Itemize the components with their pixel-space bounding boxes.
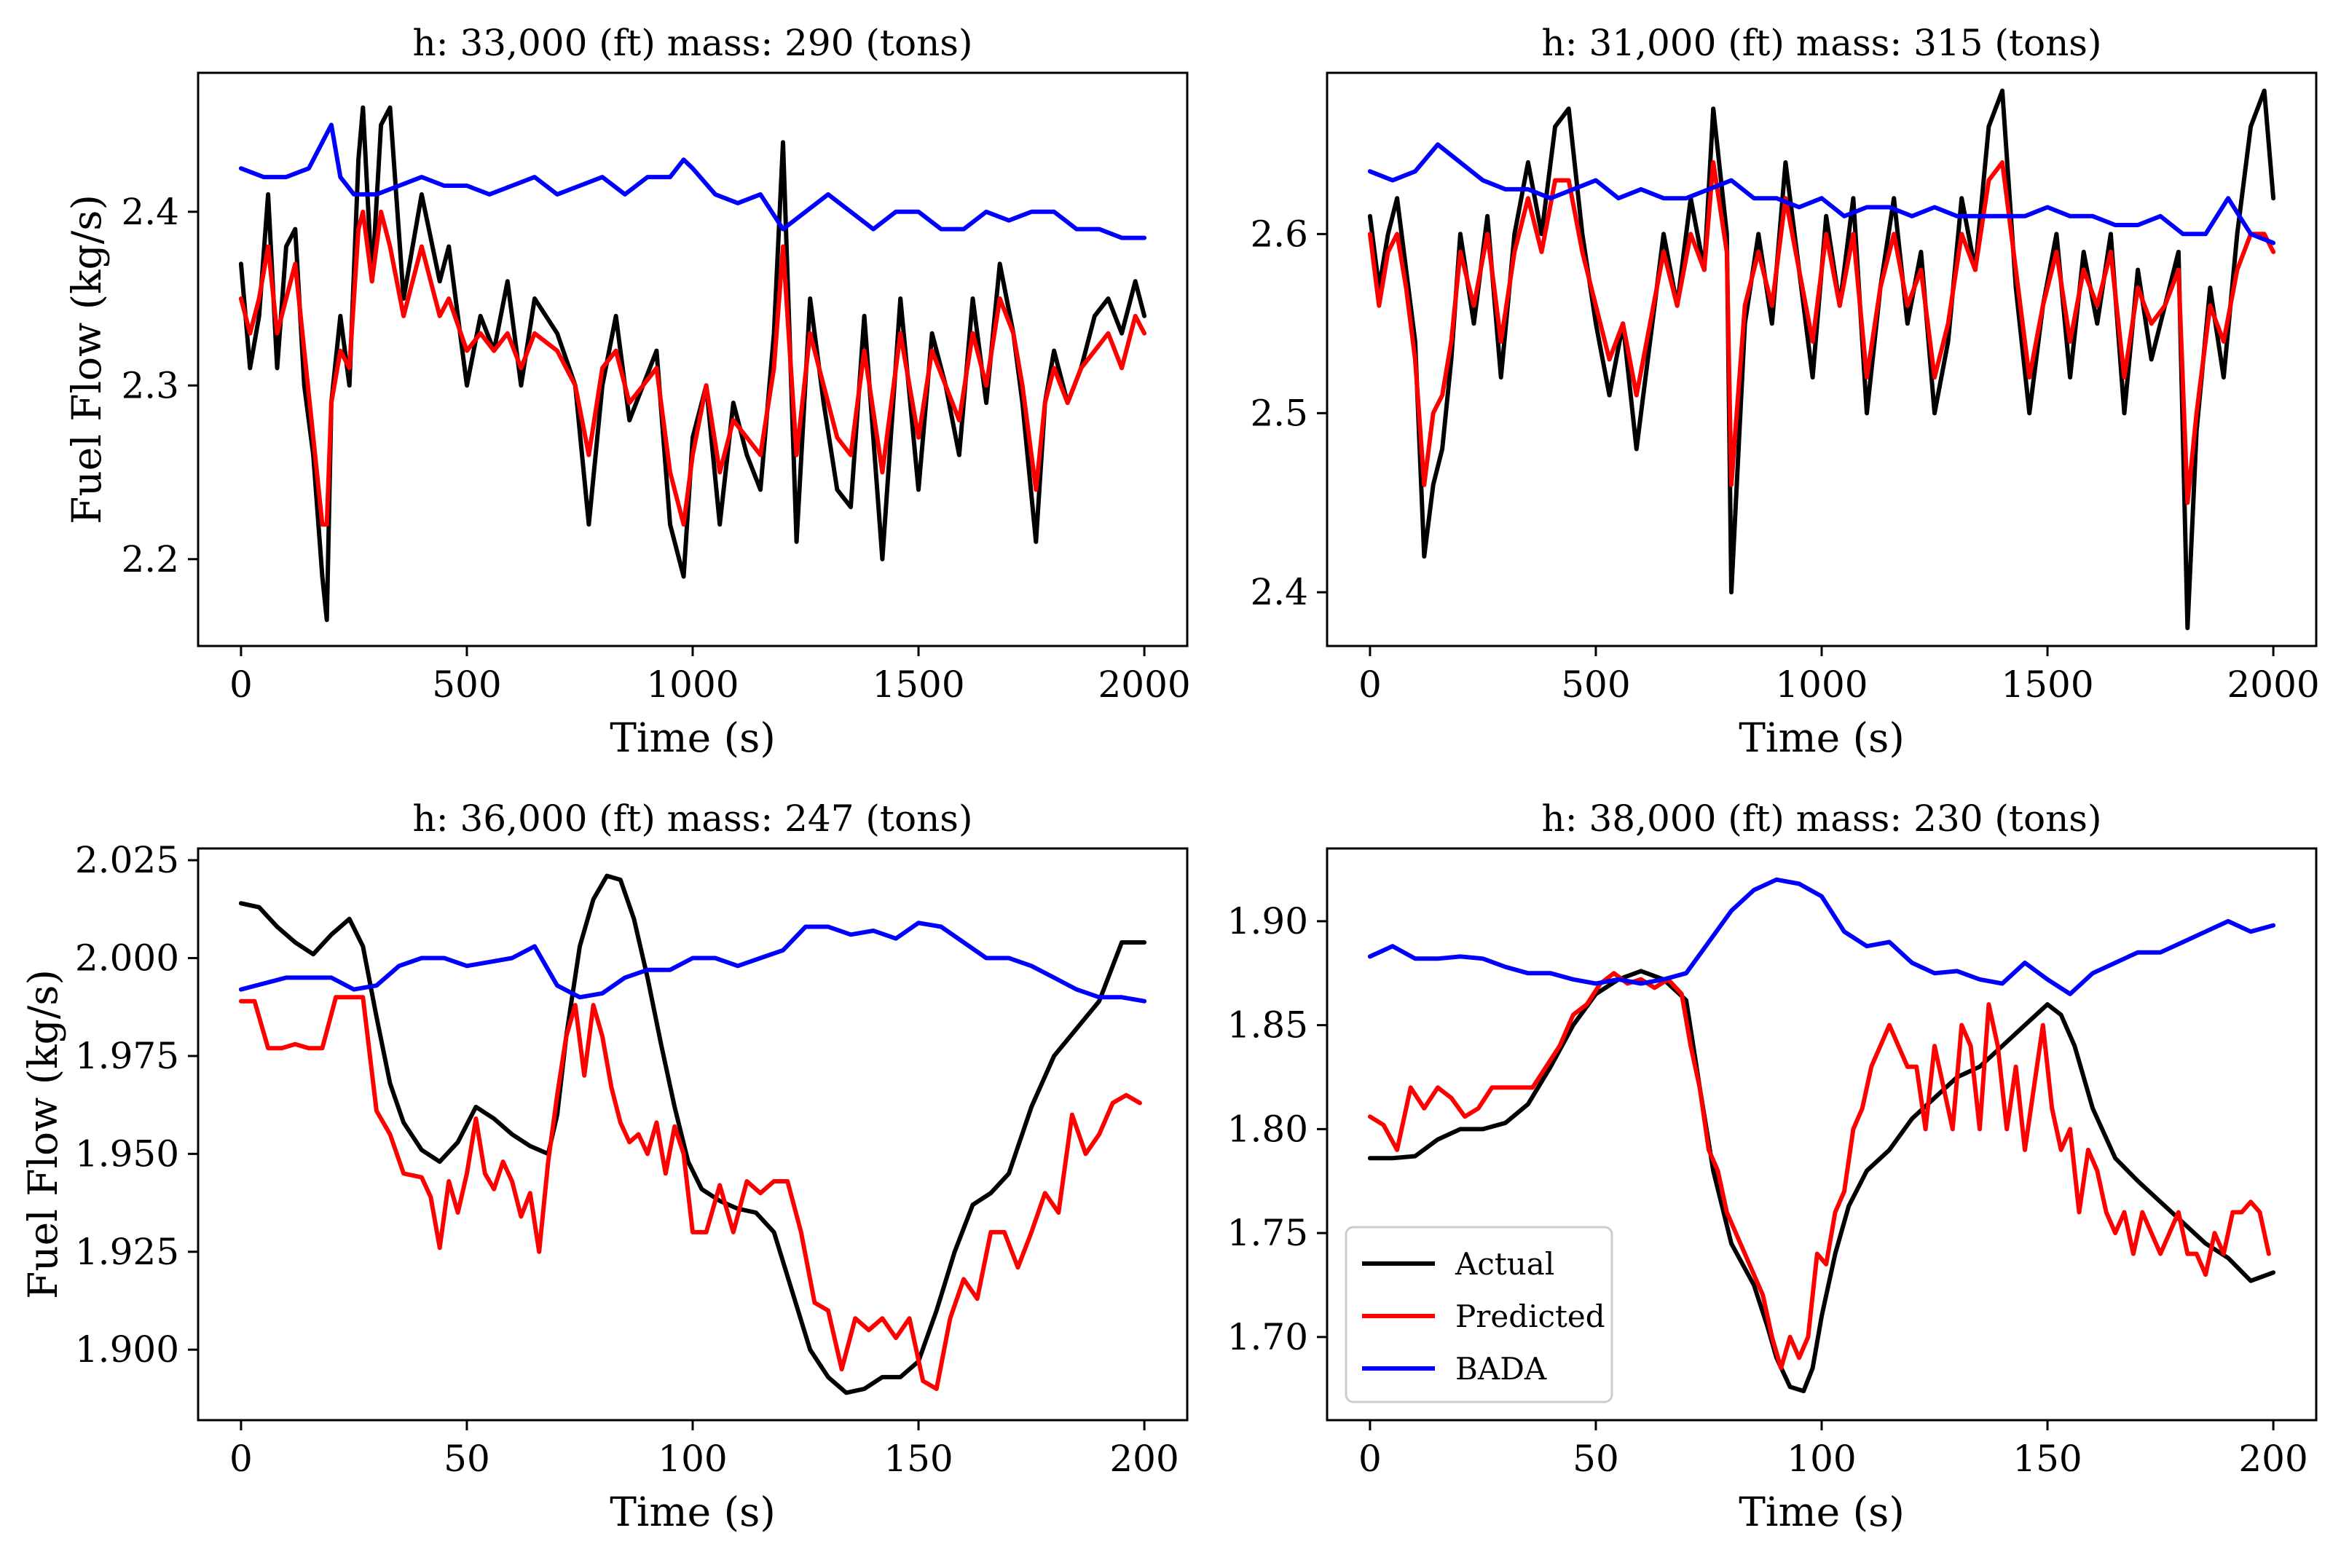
panel-3-y-tick-label: 1.950 bbox=[75, 1132, 179, 1175]
panel-2-x-tick-label: 1000 bbox=[1775, 663, 1868, 706]
panel-1-x-tick-label: 1500 bbox=[872, 663, 964, 706]
panel-3-y-tick-label: 1.975 bbox=[75, 1035, 179, 1077]
panel-1-x-tick-label: 2000 bbox=[1098, 663, 1190, 706]
panel-2-x-tick-label: 0 bbox=[1358, 663, 1382, 706]
panel-1-x-tick-label: 0 bbox=[229, 663, 253, 706]
panel-3-x-tick-label: 200 bbox=[1109, 1438, 1179, 1480]
panel-4-series-bada-line bbox=[1367, 877, 2276, 996]
panel-1-y-tick-label: 2.4 bbox=[121, 191, 179, 233]
panel-4-y-tick-label: 1.80 bbox=[1227, 1108, 1308, 1150]
panel-2-x-tick-label: 2000 bbox=[2227, 663, 2319, 706]
panel-4-x-axis-label: Time (s) bbox=[1739, 1489, 1905, 1535]
panel-2-series-bada-line bbox=[1367, 142, 2276, 245]
panel-4-y-tick-label: 1.70 bbox=[1227, 1316, 1308, 1358]
legend-label-predicted: Predicted bbox=[1455, 1299, 1605, 1334]
panel-4-y-tick-label: 1.85 bbox=[1227, 1004, 1308, 1047]
legend-box bbox=[1345, 1226, 1613, 1403]
panel-1-x-tick-label: 500 bbox=[432, 663, 501, 706]
panel-1-y-axis-label: Fuel Flow (kg/s) bbox=[63, 194, 110, 524]
panel-4-y-tick-label: 1.90 bbox=[1227, 900, 1308, 942]
panel-3-y-axis-label: Fuel Flow (kg/s) bbox=[20, 969, 66, 1299]
panel-2-y-tick-label: 2.4 bbox=[1250, 571, 1308, 613]
panel-1-x-axis-label: Time (s) bbox=[610, 714, 776, 761]
panel-1-title: h: 33,000 (ft) mass: 290 (tons) bbox=[413, 22, 973, 64]
panel-1-y-tick-label: 2.3 bbox=[121, 364, 179, 406]
panel-1-y-tick-label: 2.2 bbox=[121, 538, 179, 580]
panel-2-x-axis-label: Time (s) bbox=[1739, 714, 1905, 761]
legend-label-bada: BADA bbox=[1455, 1351, 1547, 1387]
panel-1-x-tick-label: 1000 bbox=[646, 663, 739, 706]
panel-4-series-predicted-line bbox=[1367, 971, 2271, 1371]
panel-2-title: h: 31,000 (ft) mass: 315 (tons) bbox=[1542, 22, 2102, 64]
panel-3-series-bada-line bbox=[238, 921, 1147, 1004]
panel-2-x-tick-label: 500 bbox=[1561, 663, 1630, 706]
panel-3-y-tick-label: 1.925 bbox=[75, 1231, 179, 1273]
panel-3-x-tick-label: 0 bbox=[229, 1438, 253, 1480]
panel-1-series-predicted-line bbox=[238, 209, 1147, 527]
panel-2-y-tick-label: 2.5 bbox=[1250, 392, 1308, 434]
panel-4-title: h: 38,000 (ft) mass: 230 (tons) bbox=[1542, 797, 2102, 840]
panel-3-x-axis-label: Time (s) bbox=[610, 1489, 776, 1535]
panel-1-series-bada-line bbox=[238, 122, 1147, 240]
panel-4-x-tick-label: 50 bbox=[1573, 1438, 1619, 1480]
panel-3-y-tick-label: 2.000 bbox=[75, 937, 179, 980]
panel-4-x-tick-label: 100 bbox=[1787, 1438, 1856, 1480]
panel-3-y-tick-label: 1.900 bbox=[75, 1328, 179, 1371]
panel-2-series-predicted-line bbox=[1367, 160, 2276, 505]
panel-4-series-actual-line bbox=[1367, 969, 2276, 1393]
panel-3-x-tick-label: 100 bbox=[658, 1438, 727, 1480]
panel-4-x-tick-label: 150 bbox=[2012, 1438, 2082, 1480]
panel-3-x-tick-label: 150 bbox=[884, 1438, 953, 1480]
panel-4-x-tick-label: 0 bbox=[1358, 1438, 1382, 1480]
panel-3-series-actual-line bbox=[238, 873, 1147, 1395]
panel-4-x-tick-label: 200 bbox=[2238, 1438, 2307, 1480]
panel-2-y-tick-label: 2.6 bbox=[1250, 213, 1308, 255]
panel-3-series-predicted-line bbox=[238, 995, 1142, 1391]
panel-3-x-tick-label: 50 bbox=[444, 1438, 490, 1480]
panel-2-x-tick-label: 1500 bbox=[2001, 663, 2093, 706]
panel-3-y-tick-label: 2.025 bbox=[75, 839, 179, 881]
panel-3-title: h: 36,000 (ft) mass: 247 (tons) bbox=[413, 797, 973, 840]
panel-1-series-actual-line bbox=[238, 105, 1147, 623]
panel-4-y-tick-label: 1.75 bbox=[1227, 1212, 1308, 1254]
legend-label-actual: Actual bbox=[1455, 1246, 1554, 1282]
